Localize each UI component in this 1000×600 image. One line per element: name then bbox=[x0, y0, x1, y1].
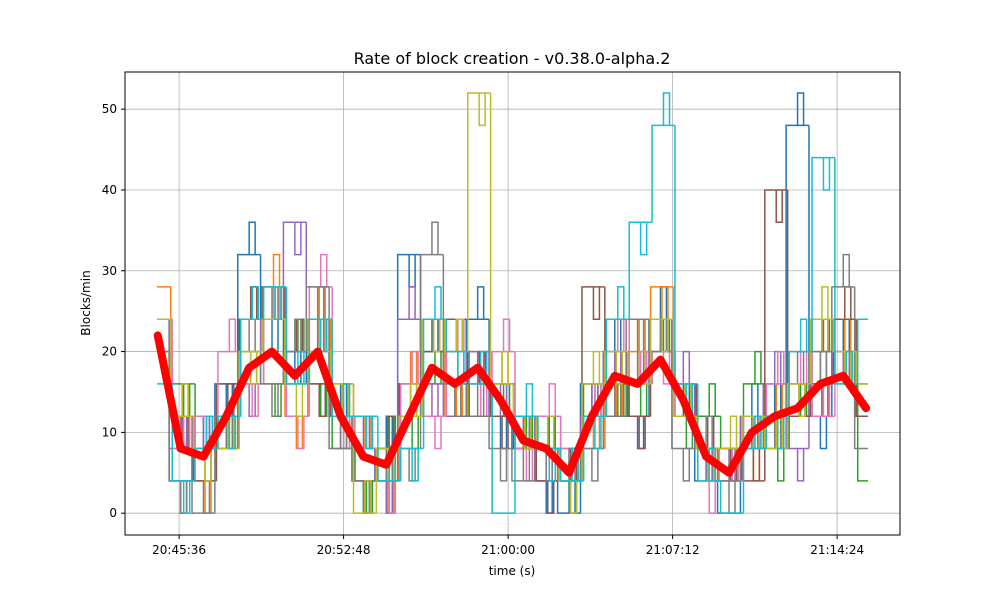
plot-frame bbox=[124, 71, 901, 536]
y-tick-label: 20 bbox=[102, 345, 117, 359]
series-line bbox=[157, 92, 868, 514]
x-tick-label: 20:52:48 bbox=[317, 543, 371, 557]
x-tick-label: 21:00:00 bbox=[481, 543, 535, 557]
x-tick-label: 20:45:36 bbox=[152, 543, 206, 557]
y-tick-label: 40 bbox=[102, 183, 117, 197]
x-tick-label: 21:14:24 bbox=[810, 543, 864, 557]
y-tick-label: 50 bbox=[102, 102, 117, 116]
series-group bbox=[153, 92, 871, 514]
y-tick-label: 10 bbox=[102, 425, 117, 439]
y-tick-label: 30 bbox=[102, 264, 117, 278]
y-axis-label: Blocks/min bbox=[79, 270, 93, 335]
ticks: 20:45:36 20:52:48 21:00:00 21:07:12 21:14:24… bbox=[102, 102, 864, 557]
chart-title: Rate of block creation - v0.38.0-alpha.2 bbox=[354, 49, 671, 68]
y-tick-label: 0 bbox=[109, 506, 117, 520]
mean-line bbox=[153, 331, 871, 477]
x-tick-label: 21:07:12 bbox=[646, 543, 700, 557]
x-axis-label: time (s) bbox=[489, 564, 536, 578]
